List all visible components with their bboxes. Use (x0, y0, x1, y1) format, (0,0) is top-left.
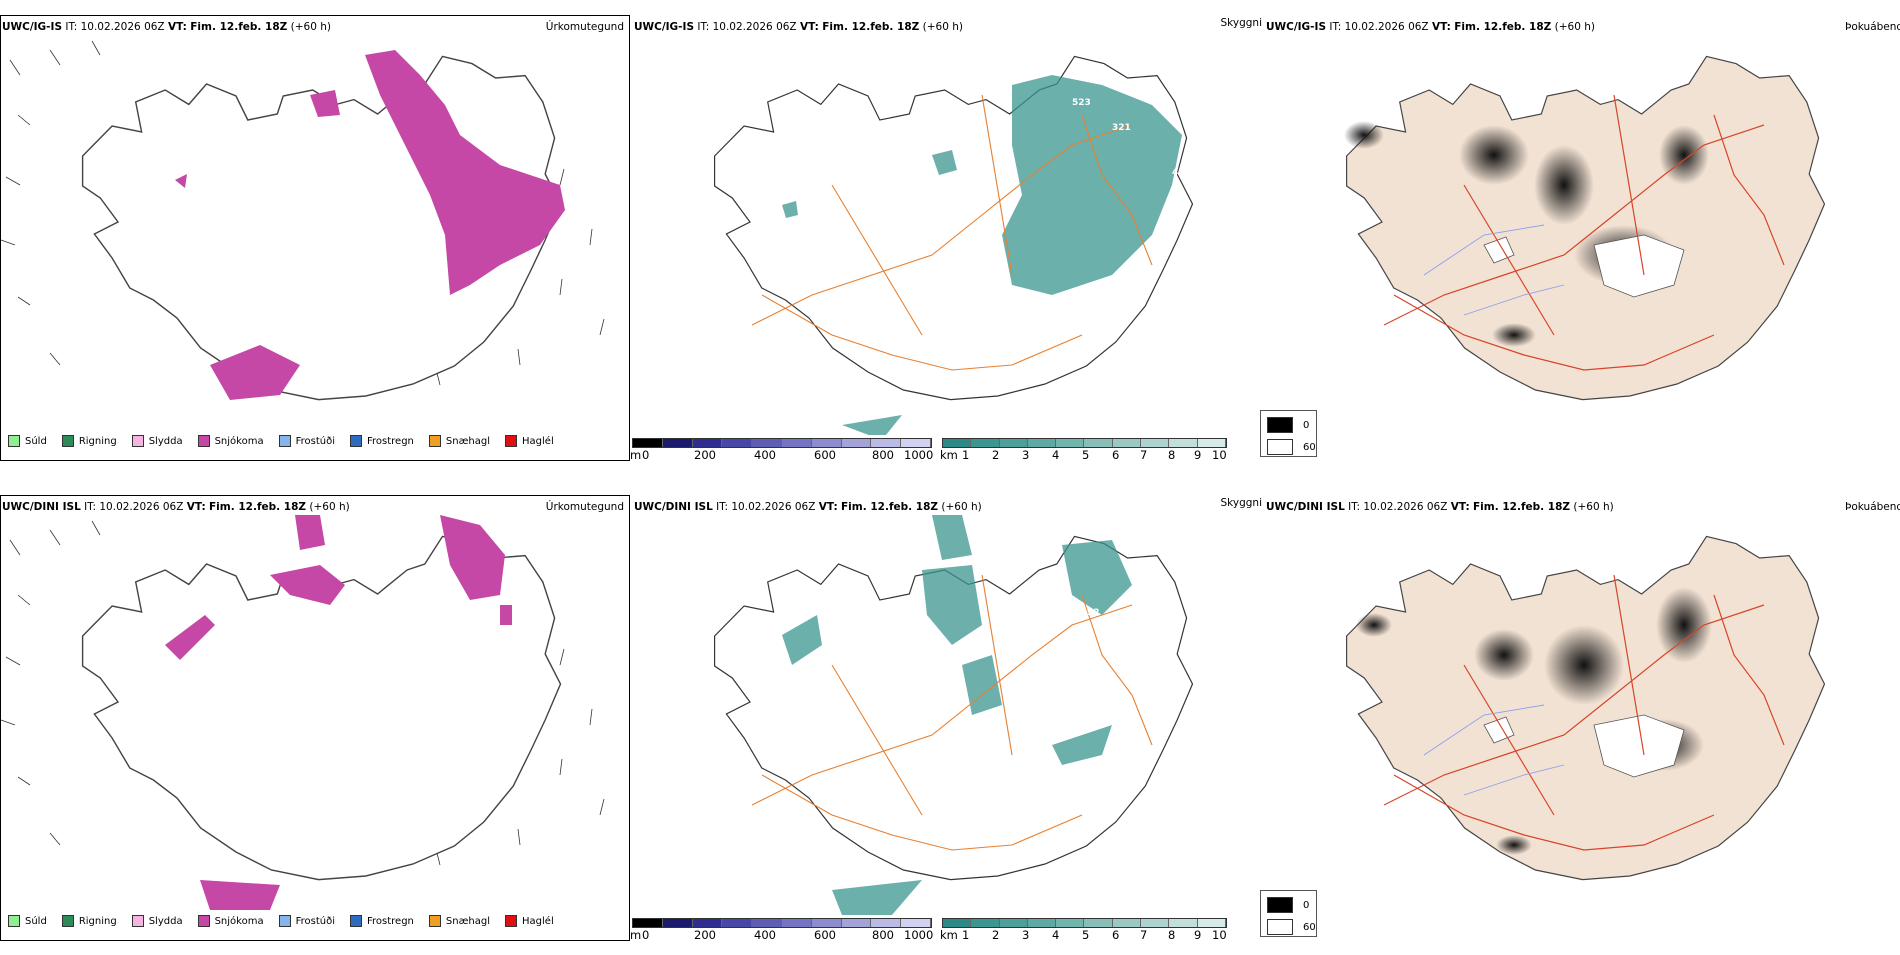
legend-item: Rigning (56, 915, 117, 927)
value-label: 371 (1114, 274, 1133, 284)
legend-swatch (350, 435, 362, 447)
iceland-land (1345, 535, 1826, 881)
legend-swatch (8, 915, 20, 927)
snowfall-area (165, 515, 512, 910)
legend-item: Slydda (126, 435, 183, 447)
visibility-scale: km 1 2 3 4 5 6 7 8 9 10 (940, 918, 1227, 942)
value-label: 523 (1072, 98, 1091, 108)
value-label: 341 (1162, 218, 1181, 228)
panel-frame (0, 495, 630, 941)
road-network (1383, 574, 1785, 851)
legend-item: Súld (2, 915, 47, 927)
legend-item: Snjókoma (192, 915, 264, 927)
legend-item: Frostúði (273, 435, 335, 447)
legend-swatch (428, 435, 441, 447)
legend-swatch (61, 915, 74, 927)
panel-title: Skyggni (1220, 17, 1263, 29)
panel-header: UWC/IG-IS IT: 10.02.2026 06Z VT: Fim. 12… (2, 21, 331, 33)
legend-item: Snæhagl (423, 915, 490, 927)
panel-title: Skyggni (1220, 497, 1263, 509)
legend-item: Súld (2, 435, 47, 447)
panel-igis-visibility: UWC/IG-IS IT: 10.02.2026 06Z VT: Fim. 12… (630, 15, 1263, 475)
cloudbase-colorbar (632, 438, 932, 448)
panel-frame (0, 15, 630, 461)
legend-swatch (505, 435, 518, 447)
panel-header: UWC/DINI ISL IT: 10.02.2026 06Z VT: Fim.… (2, 501, 350, 513)
legend-swatch (61, 435, 74, 447)
legend-item: Frostúði (273, 915, 335, 927)
legend-item: Frostregn (344, 435, 414, 447)
fog-areas (1356, 587, 1712, 855)
panel-title: Þokuábendi (1845, 501, 1900, 513)
legend-swatch (131, 915, 144, 927)
panel-igis-fog: UWC/IG-IS IT: 10.02.2026 06Z VT: Fim. 12… (1264, 15, 1900, 475)
legend-swatch (428, 915, 441, 927)
visibility-scale: km 1 2 3 4 5 6 7 8 9 10 (940, 438, 1227, 462)
map-visibility: 523 321 479 341 371 (713, 55, 1194, 435)
fog-swatch (1267, 897, 1293, 913)
legend-swatch (278, 435, 291, 447)
legend-swatch (278, 915, 291, 927)
map-precip-type (0, 515, 605, 910)
glaciers (1483, 714, 1685, 778)
panel-dini-precip-type: UWC/DINI ISL IT: 10.02.2026 06Z VT: Fim.… (0, 495, 630, 955)
legend-item: Haglél (499, 435, 554, 447)
map-visibility: 92 (713, 515, 1194, 915)
legend-swatch (197, 435, 210, 447)
legend-item: Snjókoma (192, 435, 264, 447)
cloudbase-scale: m 0 200 400 600 800 1000 (630, 438, 933, 462)
legend-item: Snæhagl (423, 435, 490, 447)
legend-item: Slydda (126, 915, 183, 927)
map-fog-index (1345, 535, 1826, 881)
map-fog-index (1344, 55, 1826, 401)
legend-item: Frostregn (344, 915, 414, 927)
panel-header: UWC/IG-IS IT: 10.02.2026 06Z VT: Fim. 12… (1266, 21, 1595, 33)
road-network (751, 94, 1153, 371)
value-labels: 523 321 479 341 371 (1072, 98, 1191, 284)
value-label: 479 (1172, 168, 1191, 178)
panel-igis-precip-type: UWC/IG-IS IT: 10.02.2026 06Z VT: Fim. 12… (0, 15, 630, 475)
value-label: 92 (1087, 608, 1100, 618)
fog-swatch (1267, 417, 1293, 433)
map-precip-type (0, 40, 605, 401)
cloudbase-colorbar (632, 918, 932, 928)
panel-dini-visibility: UWC/DINI ISL IT: 10.02.2026 06Z VT: Fim.… (630, 495, 1263, 955)
legend-swatch (505, 915, 518, 927)
road-network (751, 574, 1153, 851)
visibility-area (782, 75, 1182, 435)
value-label: 321 (1112, 123, 1131, 133)
panel-title: Úrkomutegund (545, 501, 624, 513)
legend-swatch (350, 915, 362, 927)
panel-header: UWC/IG-IS IT: 10.02.2026 06Z VT: Fim. 12… (634, 21, 963, 33)
legend-swatch (8, 435, 20, 447)
panel-header: UWC/DINI ISL IT: 10.02.2026 06Z VT: Fim.… (1266, 501, 1614, 513)
visibility-colorbar (942, 918, 1227, 928)
legend-item: Haglél (499, 915, 554, 927)
visibility-area (782, 515, 1132, 915)
fog-legend-bottom: 0 60 (1260, 890, 1317, 937)
snowfall-area (175, 50, 565, 400)
fog-legend-top: 0 60 (1260, 410, 1317, 457)
visibility-colorbar (942, 438, 1227, 448)
rivers (1423, 704, 1565, 796)
legend-swatch (131, 435, 144, 447)
panel-title: Úrkomutegund (545, 21, 624, 33)
precip-type-legend: Súld Rigning Slydda Snjókoma Frostúði Fr… (2, 435, 563, 447)
legend-item: Rigning (56, 435, 117, 447)
cloudbase-scale: m 0 200 400 600 800 1000 (630, 918, 933, 942)
panel-header: UWC/DINI ISL IT: 10.02.2026 06Z VT: Fim.… (634, 501, 982, 513)
legend-swatch (197, 915, 210, 927)
panel-title: Þokuábendi (1845, 21, 1900, 33)
road-network (1383, 94, 1785, 371)
iceland-land (1345, 55, 1826, 401)
rivers (1423, 224, 1565, 316)
precip-type-legend: Súld Rigning Slydda Snjókoma Frostúði Fr… (2, 915, 563, 927)
fog-swatch (1267, 919, 1293, 935)
panel-dini-fog: UWC/DINI ISL IT: 10.02.2026 06Z VT: Fim.… (1264, 495, 1900, 955)
fog-swatch (1267, 439, 1293, 455)
